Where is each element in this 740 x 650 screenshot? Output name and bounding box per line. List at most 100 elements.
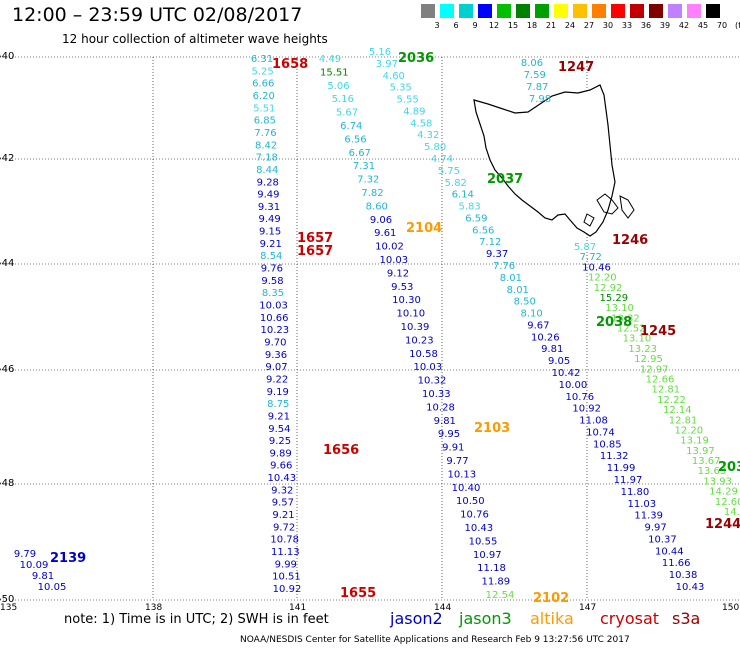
swh-value: 4.74 [431,154,453,165]
swh-value: 8.44 [256,165,278,176]
swh-value: 13.10 [605,303,634,314]
swh-value: 13.23 [628,344,657,355]
lat-label: -40 [0,51,15,62]
swh-value: 6.59 [465,213,487,224]
scale-label: 18 [526,21,538,30]
swh-value: 9.97 [644,523,666,534]
swh-value: 10.44 [655,546,684,557]
swh-value: 10.78 [270,535,299,546]
scale-label: 3 [434,21,440,30]
swh-value: 10.03 [413,362,442,373]
swh-value: 9.37 [486,249,508,260]
scale-swatch [706,4,720,18]
swh-value: 10.26 [531,332,560,343]
swh-value: 10.32 [418,376,447,387]
swh-value: 5.83 [458,202,480,213]
swh-value: 9.49 [257,190,279,201]
swh-value: 10.92 [273,584,302,595]
pass-time-label: 1657 [297,244,333,259]
pass-time-label: 1244 [705,517,740,532]
swh-value: 11.08 [579,416,608,427]
lat-label: -48 [0,478,15,489]
lat-label: -44 [0,258,15,269]
swh-value: 12.52 [617,324,646,335]
swh-value: 11.13 [271,547,300,558]
scale-label: 24 [564,21,576,30]
pass-time-label: 1657 [297,231,333,246]
swh-value: 10.66 [260,313,289,324]
swh-value: 9.06 [370,215,392,226]
swh-value: 9.21 [260,239,282,250]
swh-value: 10.46 [582,262,611,273]
swh-value: 9.81 [32,571,54,582]
swh-value: 10.30 [392,295,421,306]
swh-value: 14.29 [709,487,738,498]
swh-value: 10.00 [559,380,588,391]
swh-value: 15.29 [599,293,628,304]
lon-label: 138 [145,603,163,613]
swh-value: 4.60 [383,71,405,82]
scale-label: 30 [602,21,614,30]
scale-swatch [554,4,568,18]
swh-value: 10.74 [586,427,615,438]
scale-label: 6 [453,21,459,30]
pass-time-label: 1656 [323,443,359,458]
pass-time-label: 1658 [272,57,308,72]
swh-value: 7.32 [357,175,379,186]
swh-value: 5.87 [574,242,596,253]
swh-value: 7.18 [256,153,278,164]
swh-value: 9.36 [265,350,287,361]
swh-value: 12.20 [588,273,617,284]
swh-value: 3.97 [376,59,398,70]
swh-value: 13.97 [686,446,715,457]
swh-value: 6.20 [253,91,275,102]
scale-label: 39 [659,21,671,30]
swh-value: 8.42 [255,140,277,151]
swh-value: 5.80 [424,142,446,153]
swh-value: 6.14 [452,190,474,201]
swh-value: 9.91 [442,443,464,454]
tasmania-southeast-islands [583,193,635,227]
pass-time-label: 2102 [533,591,569,606]
swh-value: 8.01 [507,285,529,296]
swh-value: 10.03 [379,255,408,266]
swh-value: 11.99 [607,463,636,474]
swh-value: 7.82 [361,188,383,199]
swh-value: 9.15 [259,227,281,238]
swh-value: 10.43 [464,523,493,534]
swh-value: 12.95 [634,354,663,365]
legend-jason3: jason3 [459,609,512,628]
swh-value: 6.66 [252,79,274,90]
scale-swatch [421,4,435,18]
scale-label: 36 [640,21,652,30]
swh-value: 12.60 [715,497,740,508]
lon-label: 141 [289,603,307,613]
swh-value: 7.12 [479,237,501,248]
swh-value: 11.80 [621,487,650,498]
swh-value: 8.60 [366,201,388,212]
swh-value: 12.81 [651,385,680,396]
swh-value: 8.06 [521,58,543,69]
swh-value: 10.02 [375,242,404,253]
swh-value: 6.74 [340,121,362,132]
swh-value: 4.32 [417,130,439,141]
scale-swatch [611,4,625,18]
swh-value: 10.23 [260,325,289,336]
pass-time-label: 2104 [406,221,442,236]
swh-value: 9.70 [264,338,286,349]
swh-value: 6.56 [344,134,366,145]
swh-value: 11.39 [634,511,663,522]
swh-value: 9.57 [272,498,294,509]
pass-time-label: 2139 [50,551,86,566]
swh-value: 10.43 [267,473,296,484]
scale-swatch [573,4,587,18]
swh-value: 8.35 [262,288,284,299]
swh-value: 10.58 [409,349,438,360]
scale-swatch [687,4,701,18]
swh-value: 6.67 [349,148,371,159]
swh-value: 7.59 [524,70,546,81]
swh-value: 10.13 [447,469,476,480]
swh-value: 9.21 [268,411,290,422]
swh-value: 15.51 [320,67,349,78]
